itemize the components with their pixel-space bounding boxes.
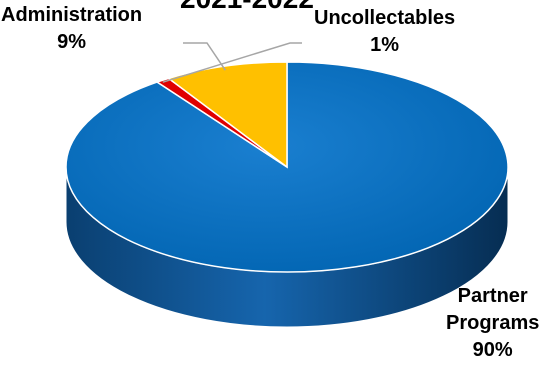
label-partner-programs: Partner Programs 90%	[446, 283, 539, 364]
leader-line-uncollectables	[162, 42, 302, 83]
label-administration: Administration 9%	[1, 2, 142, 56]
label-partner-programs-line2: Programs	[446, 312, 540, 334]
slice-administration	[166, 61, 288, 169]
label-administration-name: Administration	[1, 4, 143, 26]
label-uncollectables-name: Uncollectables	[314, 7, 456, 29]
label-uncollectables: Uncollectables 1%	[314, 5, 455, 59]
label-uncollectables-percent: 1%	[370, 34, 400, 56]
leader-line-administration	[183, 42, 226, 71]
chart-title: 2021-2022	[180, 0, 314, 15]
label-partner-programs-line1: Partner	[457, 285, 528, 307]
label-administration-percent: 9%	[57, 31, 87, 53]
label-partner-programs-percent: 90%	[472, 339, 513, 361]
